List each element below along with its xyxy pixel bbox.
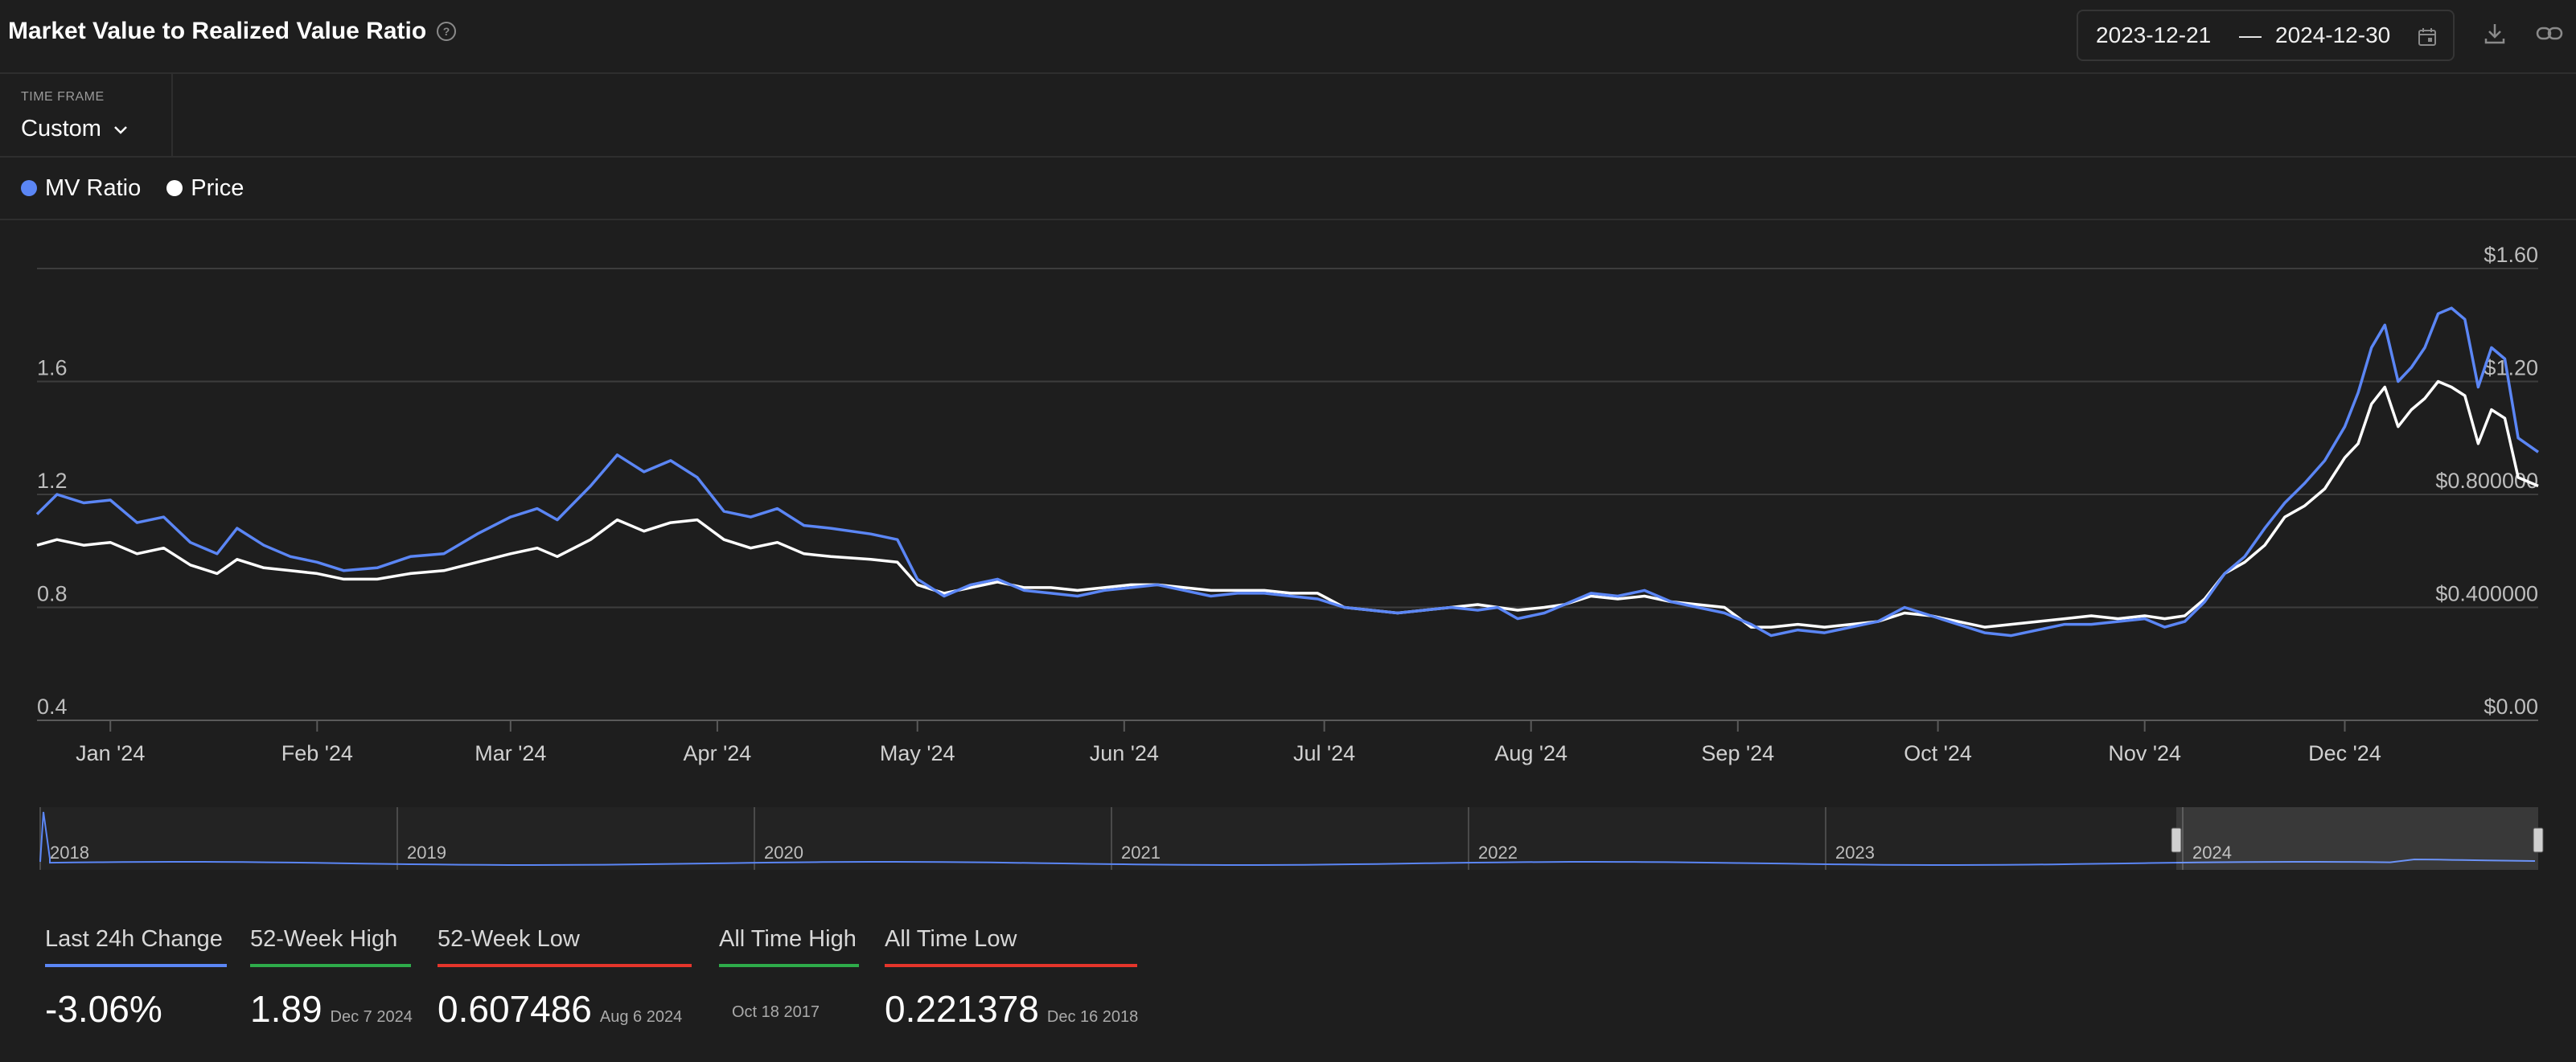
range-navigator[interactable]: 2018 2019 2020 2021 2022 2023 2024 — [0, 802, 2576, 876]
stat-all-time-low: All Time Low 0.221378 Dec 16 2018 — [885, 926, 1138, 1030]
x-tick-label: Mar '24 — [475, 741, 546, 765]
chevron-down-icon[interactable] — [111, 120, 130, 139]
y-right-tick-label: $0.400000 — [2435, 582, 2538, 606]
series-line-mv-ratio — [35, 306, 2540, 638]
series-line-price — [36, 379, 2539, 629]
x-tick-label: Nov '24 — [2108, 741, 2181, 765]
stat-value-group: -3.06% — [45, 987, 171, 1031]
timeframe-selector[interactable]: TIME FRAME Custom — [0, 74, 173, 156]
question-circle-icon[interactable]: ? — [436, 21, 457, 42]
navigator-series-line — [39, 811, 2536, 866]
navigator-handle-left[interactable] — [2171, 827, 2182, 853]
stat-52-week-low: 52-Week Low 0.607486 Aug 6 2024 — [438, 926, 692, 1030]
stat-52-week-high: 52-Week High 1.89 Dec 7 2024 — [250, 926, 413, 1030]
stat-value-group: 1.89 Dec 7 2024 — [250, 987, 413, 1031]
stat-value: -3.06% — [45, 988, 162, 1030]
stat-date: Aug 6 2024 — [599, 1008, 683, 1026]
timeframe-label: TIME FRAME — [21, 90, 105, 104]
y-right-tick-label: $0.800000 — [2435, 469, 2538, 493]
navigator-year-label: 2024 — [2192, 843, 2232, 863]
stat-label: All Time Low — [885, 926, 1137, 967]
x-tick-label: Jul '24 — [1293, 741, 1355, 765]
legend-label-mv-ratio: MV Ratio — [45, 174, 142, 201]
svg-text:?: ? — [443, 25, 450, 38]
stat-last-24h: Last 24h Change -3.06% — [45, 926, 227, 1030]
stat-label: 52-Week Low — [438, 926, 692, 967]
legend-label-price: Price — [191, 174, 244, 201]
timeframe-value[interactable]: Custom — [21, 116, 101, 141]
stat-label: Last 24h Change — [45, 926, 227, 967]
date-range-picker[interactable]: 2023-12-21 — 2024-12-30 — [2077, 10, 2455, 61]
stat-all-time-high: All Time High Oct 18 2017 — [719, 926, 859, 1021]
x-tick-label: Apr '24 — [684, 741, 752, 765]
stat-date: Dec 16 2018 — [1046, 1008, 1139, 1026]
navigator-year-label: 2019 — [407, 843, 446, 863]
y-right-tick-label: $1.60 — [2484, 243, 2538, 267]
date-separator: — — [2239, 23, 2262, 47]
y-left-tick-label: 1.2 — [37, 469, 68, 493]
y-left-tick-label: 1.6 — [37, 356, 68, 380]
chart-legend: MV Ratio Price — [0, 158, 2576, 220]
legend-item-mv-ratio[interactable]: MV Ratio — [21, 175, 141, 202]
navigator-year-label: 2018 — [50, 843, 89, 863]
download-icon[interactable] — [2480, 19, 2509, 48]
main-chart[interactable]: $0.00 $0.400000 $0.800000 $1.20 $1.60 0.4 0.8 1… — [0, 220, 2576, 791]
chart-title: Market Value to Realized Value Ratio — [8, 18, 427, 44]
navigator-year-label: 2020 — [764, 843, 803, 863]
x-tick-label: Oct '24 — [1904, 741, 1972, 765]
navigator-handle-right[interactable] — [2533, 827, 2544, 853]
legend-item-price[interactable]: Price — [166, 175, 244, 202]
stat-value-group: 0.221378 Dec 16 2018 — [885, 987, 1138, 1031]
toolbar: TIME FRAME Custom — [0, 74, 2576, 158]
stat-value-group: Oct 18 2017 — [724, 1003, 820, 1022]
legend-dot-mv-ratio — [21, 180, 37, 196]
navigator-background — [40, 807, 2538, 870]
link-icon[interactable] — [2535, 19, 2564, 48]
x-tick-label: Jan '24 — [76, 741, 145, 765]
stat-value: 0.221378 — [885, 988, 1039, 1030]
navigator-year-label: 2023 — [1835, 843, 1875, 863]
navigator-year-label: 2021 — [1121, 843, 1161, 863]
navigator-selection[interactable] — [2176, 807, 2538, 870]
x-tick-label: Feb '24 — [281, 741, 353, 765]
stat-value: 0.607486 — [438, 988, 592, 1030]
x-tick-label: Aug '24 — [1494, 741, 1567, 765]
legend-dot-price — [166, 180, 183, 196]
y-right-tick-label: $1.20 — [2484, 356, 2538, 380]
stat-label: 52-Week High — [250, 926, 411, 967]
calendar-icon[interactable] — [2416, 26, 2438, 48]
date-start[interactable]: 2023-12-21 — [2096, 23, 2212, 47]
x-tick-label: Jun '24 — [1090, 741, 1159, 765]
stat-label: All Time High — [719, 926, 859, 967]
x-tick-label: Dec '24 — [2308, 741, 2381, 765]
navigator-year-label: 2022 — [1478, 843, 1518, 863]
header-bar: Market Value to Realized Value Ratio ? 2… — [0, 0, 2576, 74]
chart-title-group: Market Value to Realized Value Ratio ? — [8, 18, 457, 45]
date-end[interactable]: 2024-12-30 — [2275, 23, 2391, 47]
x-tick-label: Sep '24 — [1701, 741, 1774, 765]
timeframe-dropdown[interactable]: Custom — [21, 116, 130, 142]
y-left-tick-label: 0.8 — [37, 582, 68, 606]
y-right-tick-label: $0.00 — [2484, 695, 2538, 719]
stat-date: Oct 18 2017 — [732, 1003, 820, 1021]
stat-date: Dec 7 2024 — [330, 1008, 413, 1026]
y-left-tick-label: 0.4 — [37, 695, 68, 719]
stat-value: 1.89 — [250, 988, 323, 1030]
x-tick-label: May '24 — [880, 741, 955, 765]
stat-value-group: 0.607486 Aug 6 2024 — [438, 987, 682, 1031]
